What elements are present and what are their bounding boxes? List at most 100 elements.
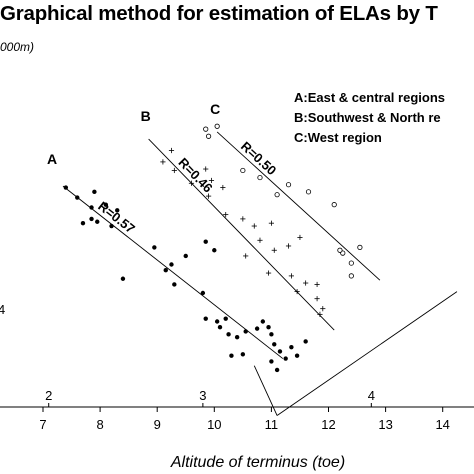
point-b: [271, 247, 277, 253]
point-b: [317, 311, 323, 317]
point-b: [223, 212, 229, 218]
point-c: [337, 247, 343, 253]
point-a: [234, 334, 240, 340]
point-a: [120, 276, 126, 281]
point-b: [243, 253, 249, 259]
point-a: [223, 316, 228, 321]
point-b: [205, 193, 212, 199]
point-a: [283, 356, 288, 361]
point-c: [285, 182, 292, 188]
point-c: [348, 273, 354, 279]
fit-line-c: [216, 131, 381, 281]
point-a: [152, 245, 157, 250]
data-points: [63, 123, 363, 373]
point-a: [217, 325, 223, 330]
point-b: [257, 237, 263, 243]
point-c: [305, 189, 312, 195]
series-letter-a: A: [47, 151, 57, 167]
point-a: [272, 342, 277, 347]
point-c: [274, 192, 280, 198]
x-axis-title: Altitude of terminus (toe): [170, 454, 345, 471]
series-letter-b: B: [141, 108, 151, 124]
point-a: [75, 195, 80, 200]
x-tick-label: 11: [265, 417, 279, 432]
point-b: [285, 243, 292, 249]
legend-entry: C:West region: [294, 130, 382, 145]
x-tick-label: 7: [39, 417, 46, 432]
x-tick-label: 9: [154, 417, 161, 432]
point-a: [200, 290, 206, 296]
point-a: [294, 353, 300, 358]
x-tick-label: 14: [435, 417, 449, 432]
point-a: [277, 349, 283, 354]
secondary-tick-label: 3: [199, 388, 206, 403]
point-b: [297, 234, 303, 241]
point-a: [183, 253, 188, 259]
fit-line-a: [62, 185, 284, 359]
point-a: [269, 359, 274, 364]
point-b: [171, 167, 177, 174]
point-a: [103, 202, 109, 207]
point-a: [266, 325, 271, 330]
point-b: [160, 159, 166, 165]
point-a: [289, 344, 294, 350]
x-tick-label: 13: [378, 417, 392, 432]
point-b: [314, 281, 320, 288]
r-label-a: R=0.57: [95, 198, 138, 236]
point-a: [89, 216, 94, 222]
point-b: [220, 184, 226, 191]
point-c: [331, 202, 337, 208]
point-a: [63, 185, 69, 190]
point-a: [226, 332, 231, 337]
fit-lines: [62, 131, 458, 416]
fit-line-b: [148, 138, 335, 331]
point-a: [274, 367, 280, 373]
point-b: [251, 223, 257, 229]
point-a: [254, 326, 260, 331]
x-tick-label: 12: [321, 417, 335, 432]
point-a: [214, 319, 220, 324]
point-a: [243, 329, 248, 334]
point-a: [240, 352, 246, 357]
point-b: [188, 180, 195, 186]
x-tick-label: 10: [207, 417, 221, 432]
point-b: [203, 166, 209, 172]
point-a: [92, 189, 97, 195]
point-a: [163, 268, 168, 273]
point-b: [265, 270, 272, 276]
point-a: [169, 262, 174, 267]
envelope-line: [276, 291, 458, 416]
point-a: [80, 220, 86, 226]
chart-title: Graphical method for estimation of ELAs …: [0, 2, 438, 25]
x-tick-label: 8: [96, 417, 103, 432]
point-a: [109, 223, 114, 229]
point-c: [205, 133, 212, 139]
point-b: [208, 177, 215, 184]
point-b: [314, 296, 320, 302]
envelope-line: [253, 365, 278, 416]
point-a: [212, 248, 217, 253]
legend-entry: B:Southwest & North re: [294, 110, 441, 125]
y-axis-label: 000m): [0, 40, 35, 54]
r-label-b: R=0.46: [175, 155, 215, 196]
point-a: [269, 332, 274, 337]
point-c: [214, 123, 220, 129]
left-tick-label: 4: [0, 302, 5, 317]
legend-entry: A:East & central regions: [294, 90, 445, 105]
point-b: [303, 280, 309, 286]
point-a: [172, 282, 177, 287]
secondary-tick-label: 4: [368, 388, 375, 403]
chart-labels: 7 8 9 10 11 12 13 14 2 3 4 4 Altitude of terminus (t…: [0, 90, 450, 471]
series-letter-c: C: [210, 101, 220, 117]
point-b: [168, 147, 175, 154]
point-a: [303, 339, 308, 344]
point-c: [257, 174, 263, 181]
secondary-tick-label: 2: [45, 388, 52, 403]
point-c: [240, 167, 246, 174]
point-c: [357, 244, 363, 250]
point-a: [203, 239, 208, 244]
point-a: [260, 319, 266, 324]
point-b: [268, 220, 274, 226]
point-b: [288, 273, 294, 279]
